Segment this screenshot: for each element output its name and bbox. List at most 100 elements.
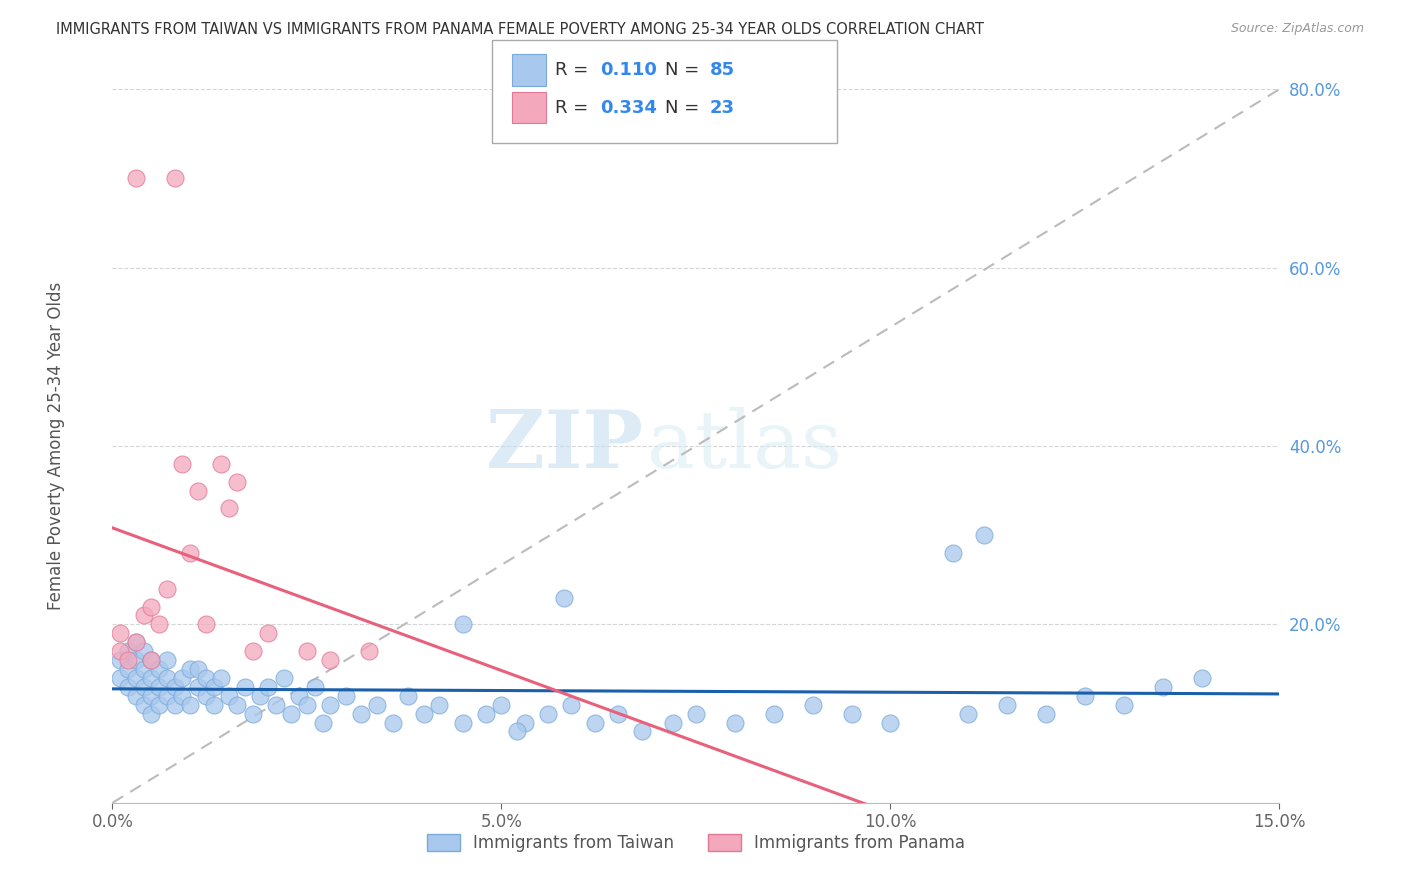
Point [304,680,326,694]
Point [451,617,474,632]
Point [491,698,513,712]
Point [125,653,148,667]
Text: 23: 23 [710,99,735,117]
Point [132,680,155,694]
Point [117,662,139,676]
Point [194,689,217,703]
Point [427,698,450,712]
Point [288,689,311,703]
Point [396,689,419,703]
Point [537,706,560,721]
Point [148,662,170,676]
Point [132,698,155,712]
Point [583,715,606,730]
Point [141,689,163,703]
Point [1035,706,1057,721]
Point [141,653,163,667]
Text: IMMIGRANTS FROM TAIWAN VS IMMIGRANTS FROM PANAMA FEMALE POVERTY AMONG 25-34 YEAR: IMMIGRANTS FROM TAIWAN VS IMMIGRANTS FRO… [56,22,984,37]
Point [1152,680,1174,694]
Point [242,706,264,721]
Text: 0.110: 0.110 [600,61,657,78]
Point [172,457,194,471]
Point [110,653,132,667]
Point [132,644,155,658]
Point [319,698,342,712]
Text: N =: N = [665,61,704,78]
Point [249,689,271,703]
Point [148,680,170,694]
Point [148,617,170,632]
Point [163,680,186,694]
Point [202,698,225,712]
Point [117,644,139,658]
Point [762,706,785,721]
Point [957,706,980,721]
Point [1112,698,1135,712]
Point [194,617,217,632]
Point [209,671,232,685]
Point [295,698,318,712]
Point [841,706,863,721]
Point [995,698,1018,712]
Point [366,698,388,712]
Point [506,724,529,739]
Point [110,626,132,640]
Point [264,698,287,712]
Point [335,689,357,703]
Point [179,662,201,676]
Text: Female Poverty Among 25-34 Year Olds: Female Poverty Among 25-34 Year Olds [48,282,65,610]
Point [879,715,901,730]
Point [350,706,373,721]
Point [141,671,163,685]
Point [630,724,652,739]
Text: N =: N = [665,99,704,117]
Point [607,706,630,721]
Point [319,653,342,667]
Point [110,644,132,658]
Point [125,689,148,703]
Point [451,715,474,730]
Point [125,171,148,186]
Point [187,680,209,694]
Point [172,671,194,685]
Point [202,680,225,694]
Text: R =: R = [555,99,595,117]
Point [381,715,404,730]
Point [117,680,139,694]
Point [311,715,333,730]
Point [359,644,381,658]
Point [218,689,240,703]
Text: 85: 85 [710,61,735,78]
Point [209,457,232,471]
Point [513,715,536,730]
Point [257,626,280,640]
Point [148,698,170,712]
Point [801,698,824,712]
Point [475,706,498,721]
Point [724,715,747,730]
Point [125,635,148,649]
Point [156,653,179,667]
Text: R =: R = [555,61,595,78]
Point [661,715,683,730]
Point [132,608,155,623]
Point [685,706,707,721]
Point [187,662,209,676]
Point [163,171,186,186]
Point [273,671,295,685]
Point [187,483,209,498]
Point [560,698,582,712]
Point [117,653,139,667]
Point [280,706,302,721]
Point [141,599,163,614]
Point [141,706,163,721]
Point [218,501,240,516]
Point [257,680,280,694]
Text: Source: ZipAtlas.com: Source: ZipAtlas.com [1230,22,1364,36]
Legend: Immigrants from Taiwan, Immigrants from Panama: Immigrants from Taiwan, Immigrants from … [420,827,972,859]
Point [110,671,132,685]
Point [156,671,179,685]
Point [179,546,201,560]
Point [242,644,264,658]
Point [156,689,179,703]
